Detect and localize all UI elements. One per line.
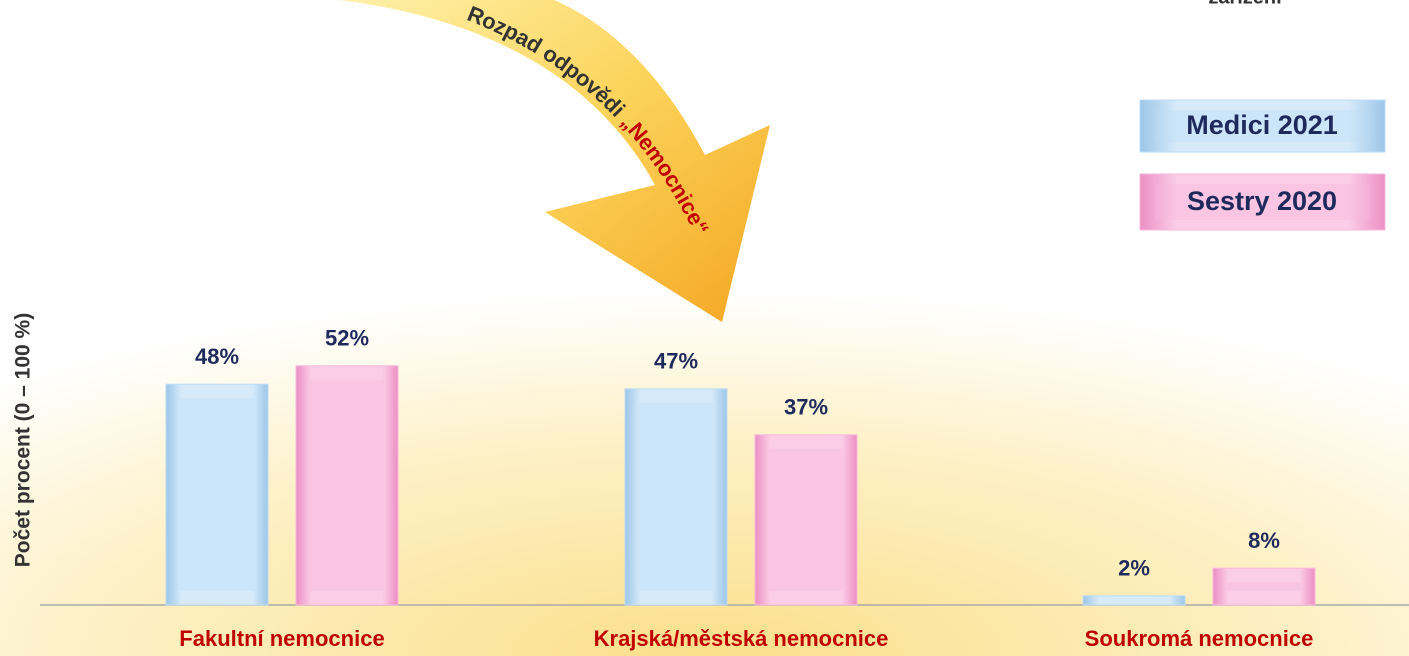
bar [295, 365, 399, 606]
bar [165, 383, 269, 606]
y-axis-label: Počet procent (0 – 100 %) [12, 313, 35, 567]
x-tick-label: Krajská/městská nemocnice [594, 626, 889, 651]
legend-label: Medici 2021 [1186, 110, 1338, 140]
top-text: zařízení [1208, 0, 1283, 8]
value-label: 8% [1248, 528, 1280, 553]
annotation-arrow [340, 0, 770, 322]
bar [1082, 595, 1186, 606]
bar [624, 388, 728, 606]
value-label: 47% [654, 349, 698, 374]
legend-box [1139, 99, 1386, 153]
value-label: 52% [325, 326, 369, 351]
bar-bevel [1227, 582, 1301, 591]
value-label: 37% [784, 395, 828, 420]
x-tick-label: Soukromá nemocnice [1085, 626, 1314, 651]
legend-bevel [1155, 110, 1370, 142]
value-label: 48% [195, 344, 239, 369]
bar-bevel [310, 379, 384, 591]
value-label: 2% [1118, 556, 1150, 581]
bar [754, 434, 858, 606]
bar [1212, 567, 1316, 606]
bar-bevel [639, 402, 713, 591]
bar-bevel [180, 398, 254, 591]
legend-box [1139, 173, 1386, 231]
x-tick-label: Fakultní nemocnice [179, 626, 384, 651]
bar-bevel [769, 448, 843, 591]
legend-bevel [1155, 184, 1370, 220]
legend-label: Sestry 2020 [1187, 186, 1337, 216]
